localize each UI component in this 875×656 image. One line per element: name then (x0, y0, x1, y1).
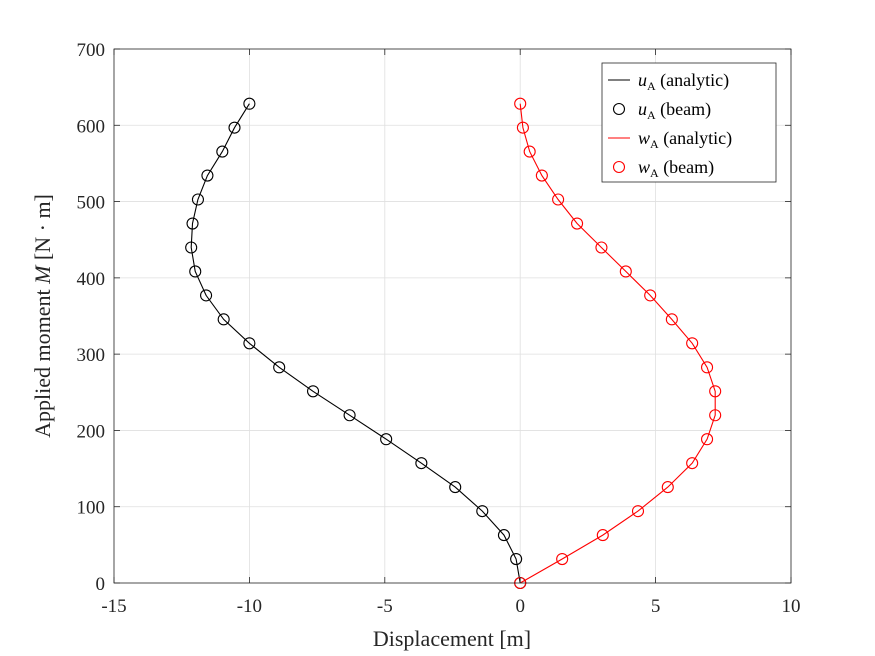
x-tick-label: -5 (377, 596, 393, 617)
series-layer (185, 97, 722, 590)
data-point (191, 193, 204, 206)
series-0 (190, 103, 521, 584)
data-point (701, 361, 714, 374)
x-axis-label: Displacement [m] (373, 626, 531, 651)
series-line (190, 103, 521, 584)
data-point (686, 337, 699, 350)
data-point (415, 457, 428, 470)
data-point (380, 433, 393, 446)
legend-label: uA (analytic) (638, 70, 729, 93)
y-tick-label: 100 (77, 498, 106, 519)
y-tick-label: 700 (77, 40, 106, 61)
data-point (556, 552, 569, 566)
y-tick-label: 300 (77, 345, 106, 366)
legend: uA (analytic) uA (beam) wA (analytic) wA (b… (601, 62, 777, 183)
data-point (185, 241, 198, 254)
series-2 (519, 103, 716, 584)
x-tick-label: 5 (651, 596, 661, 617)
data-point (200, 289, 213, 302)
legend-label: uA (beam) (638, 99, 711, 122)
data-point (596, 529, 609, 542)
data-point (514, 97, 527, 110)
data-point (228, 121, 241, 134)
data-point (217, 313, 230, 326)
data-point (552, 193, 565, 206)
data-point (449, 481, 462, 494)
y-tick-label: 500 (77, 193, 106, 214)
data-point (661, 481, 674, 494)
data-point (186, 217, 199, 230)
legend-label: wA (beam) (638, 157, 714, 180)
y-tick-label: 400 (77, 269, 106, 290)
legend-marker-icon (612, 160, 626, 174)
series-3 (514, 97, 722, 590)
data-point (497, 529, 511, 542)
x-tick-label: -10 (237, 596, 262, 617)
data-point (189, 265, 202, 278)
data-point (686, 457, 699, 470)
data-point (216, 145, 229, 158)
data-point (619, 265, 632, 278)
y-axis-label: Applied moment M [N · m] (30, 194, 55, 438)
data-point (273, 361, 286, 374)
x-tick-label: 10 (782, 596, 801, 617)
data-point (343, 409, 356, 422)
data-point (516, 121, 529, 134)
x-tick-label: 0 (515, 596, 525, 617)
data-point (595, 241, 608, 254)
data-point (665, 313, 678, 326)
data-point (709, 409, 722, 422)
y-tick-label: 600 (77, 116, 106, 137)
data-point (306, 385, 320, 398)
data-point (243, 97, 256, 110)
data-point (571, 217, 584, 230)
data-point (201, 169, 214, 182)
data-point (523, 145, 536, 158)
data-point (243, 337, 256, 350)
ticks (113, 48, 792, 584)
x-tick-label: -15 (101, 596, 126, 617)
y-tick-label: 200 (77, 421, 106, 442)
series-1 (185, 97, 527, 590)
legend-label: wA (analytic) (638, 128, 732, 151)
data-point (644, 289, 657, 302)
data-point (535, 169, 548, 182)
data-point (631, 505, 645, 518)
legend-box (601, 62, 777, 183)
data-point (709, 385, 722, 398)
data-point (476, 505, 489, 518)
data-point (701, 433, 714, 446)
axes-box (113, 48, 792, 584)
legend-marker-icon (612, 102, 626, 116)
series-line (519, 103, 716, 584)
y-tick-label: 0 (96, 574, 106, 595)
data-point (510, 552, 523, 566)
